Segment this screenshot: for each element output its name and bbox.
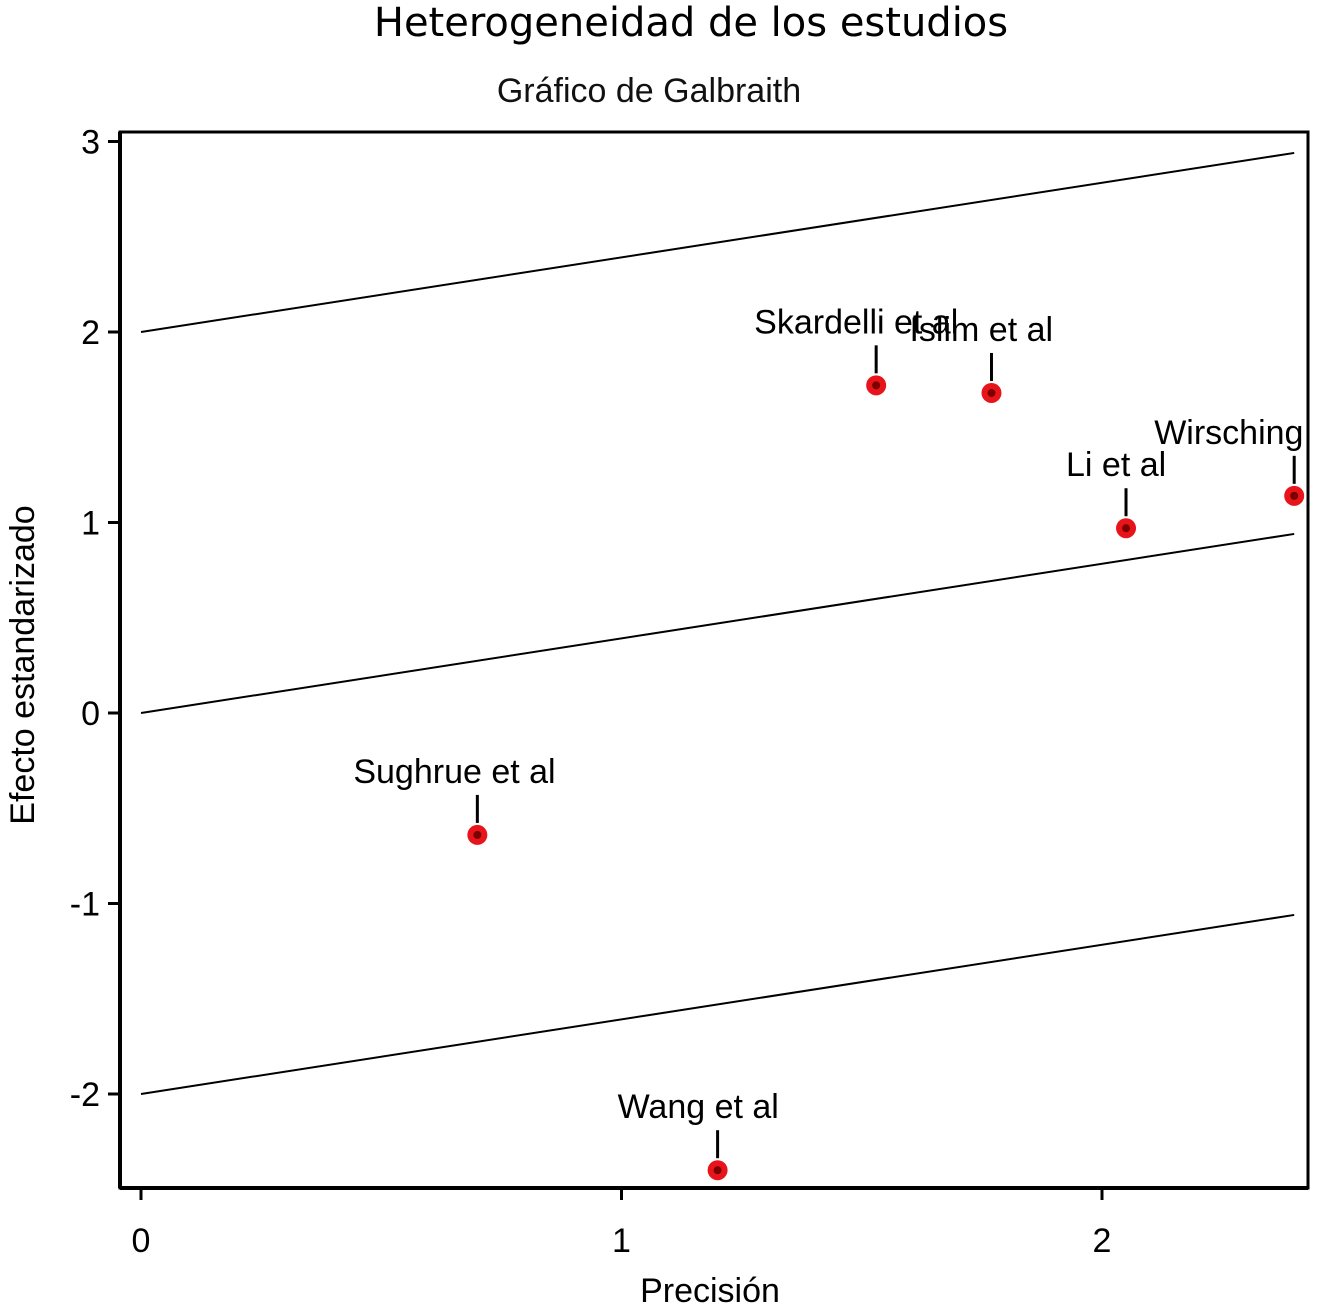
y-tick-label: 1 — [81, 505, 100, 543]
point-label: Wirsching — [1154, 414, 1303, 452]
point-label: Skardelli et al — [754, 303, 958, 341]
y-tick-label: 2 — [81, 314, 100, 352]
y-tick-label: -2 — [70, 1076, 100, 1114]
reference-line-1 — [140, 532, 1295, 714]
data-point-core — [987, 388, 996, 397]
point-label: Islim et al — [909, 311, 1053, 349]
plot-frame — [118, 130, 1310, 1190]
chart-subtitle: Gráfico de Galbraith — [497, 72, 801, 110]
x-tick-label: 1 — [612, 1222, 631, 1260]
data-point-core — [473, 830, 482, 839]
y-tick-label: 0 — [81, 695, 100, 733]
x-tick-label: 0 — [132, 1222, 151, 1260]
reference-line-2 — [140, 913, 1295, 1095]
y-tick-label: 3 — [81, 124, 100, 162]
data-point-core — [872, 381, 881, 390]
reference-lines — [140, 151, 1295, 1095]
point-label: Li et al — [1066, 446, 1166, 484]
data-point-core — [1290, 491, 1299, 500]
point-label: Wang et al — [618, 1088, 779, 1126]
y-axis-label: Efecto estandarizado — [4, 505, 42, 824]
x-tick-label: 2 — [1093, 1222, 1112, 1260]
y-tick-label: -1 — [70, 886, 100, 924]
chart-title: Heterogeneidad de los estudios — [374, 0, 1008, 46]
axis-ticks: -2 -1 0 1 2 3 0 1 2 — [70, 124, 1112, 1261]
x-axis-label: Precisión — [640, 1272, 780, 1310]
data-point-core — [713, 1166, 722, 1175]
data-point-core — [1122, 524, 1131, 533]
reference-line-0 — [140, 151, 1295, 333]
point-label: Sughrue et al — [353, 753, 555, 791]
